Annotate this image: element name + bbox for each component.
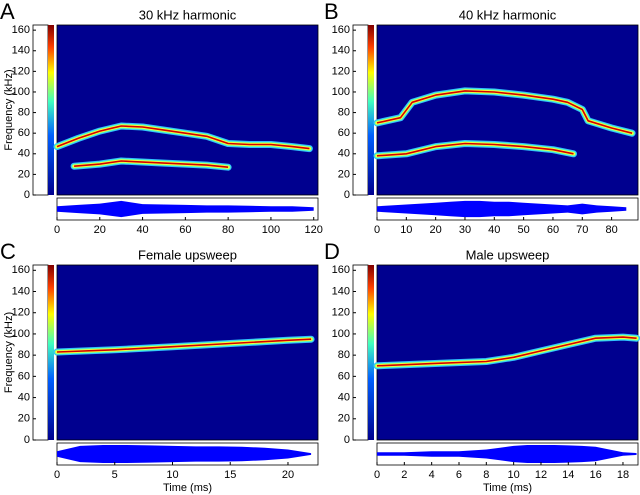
y-tick-label: 80 [338,106,350,118]
x-tick-label: 10 [508,469,520,481]
y-tick-label: 140 [12,45,30,57]
x-tick-label: 18 [617,469,629,481]
x-tick-label: 10 [166,469,178,481]
x-tick-label: 5 [112,469,118,481]
x-tick-label: 10 [400,224,412,236]
spectrogram-bg [376,24,639,196]
x-tick-label: 14 [562,469,574,481]
panel-letter: D [324,239,340,264]
y-tick-label: 40 [18,391,30,403]
y-tick-label: 0 [24,189,30,201]
x-tick-label: 80 [605,224,617,236]
panel-title: 30 kHz harmonic [139,7,237,22]
x-tick-label: 20 [94,224,106,236]
panel-title: 40 kHz harmonic [459,7,557,22]
x-tick-label: 60 [547,224,559,236]
y-tick-label: 20 [18,168,30,180]
x-axis-label: Time (ms) [163,482,212,494]
y-tick-label: 60 [338,370,350,382]
x-tick-label: 30 [459,224,471,236]
y-tick-label: 120 [12,65,30,77]
y-tick-label: 40 [338,148,350,160]
x-tick-label: 60 [179,224,191,236]
y-tick-label: 140 [332,45,350,57]
spectrogram-bg [56,24,319,196]
x-tick-label: 40 [488,224,500,236]
y-tick-label: 100 [12,328,30,340]
y-tick-label: 100 [12,86,30,98]
contour [56,125,310,150]
y-tick-label: 100 [332,328,350,340]
panel-letter: C [0,239,16,264]
y-tick-label: 160 [332,264,350,276]
y-tick-label: 140 [12,285,30,297]
y-tick-label: 160 [332,24,350,36]
x-tick-label: 40 [136,224,148,236]
x-tick-label: 16 [590,469,602,481]
x-tick-label: 50 [518,224,530,236]
waveform [377,200,627,218]
y-tick-label: 40 [338,391,350,403]
x-tick-label: 120 [305,224,323,236]
contour [376,142,574,157]
x-tick-label: 100 [262,224,280,236]
waveform [57,445,312,463]
y-tick-label: 80 [18,106,30,118]
y-tick-label: 100 [332,86,350,98]
colorbar [368,25,374,195]
y-tick-label: 120 [12,307,30,319]
y-tick-label: 60 [18,127,30,139]
x-tick-label: 70 [576,224,588,236]
y-tick-label: 80 [338,349,350,361]
contour [376,90,633,134]
y-tick-label: 40 [18,148,30,160]
x-tick-label: 6 [456,469,462,481]
contour [74,160,229,168]
x-tick-label: 0 [374,469,380,481]
y-tick-label: 0 [344,434,350,446]
x-tick-label: 12 [535,469,547,481]
panel-letter: B [324,0,339,24]
contour [56,338,312,353]
waveform [377,445,637,463]
spectrogram-bg [376,264,639,441]
colorbar [48,265,54,440]
x-tick-label: 0 [374,224,380,236]
x-axis-label: Time (ms) [483,482,532,494]
x-tick-label: 0 [54,224,60,236]
y-axis-label: Frequency (kHz) [3,312,15,393]
x-tick-label: 20 [430,224,442,236]
x-tick-label: 4 [429,469,435,481]
y-tick-label: 0 [24,434,30,446]
y-axis-label: Frequency (kHz) [3,69,15,150]
y-tick-label: 0 [344,189,350,201]
colorbar [368,265,374,440]
colorbar [48,25,54,195]
y-tick-label: 80 [18,349,30,361]
y-tick-label: 140 [332,285,350,297]
y-tick-label: 60 [338,127,350,139]
x-tick-label: 20 [282,469,294,481]
y-tick-label: 120 [332,307,350,319]
x-tick-label: 80 [222,224,234,236]
panel-letter: A [0,0,15,24]
x-tick-label: 0 [54,469,60,481]
panel-title: Male upsweep [466,247,550,262]
contour [376,336,637,367]
y-tick-label: 120 [332,65,350,77]
x-tick-label: 8 [483,469,489,481]
y-tick-label: 20 [338,413,350,425]
waveform [57,200,314,218]
y-tick-label: 20 [338,168,350,180]
y-tick-label: 160 [12,24,30,36]
y-tick-label: 20 [18,413,30,425]
y-tick-label: 60 [18,370,30,382]
panel-title: Female upsweep [138,247,237,262]
x-tick-label: 2 [401,469,407,481]
x-tick-label: 15 [224,469,236,481]
y-tick-label: 160 [12,264,30,276]
